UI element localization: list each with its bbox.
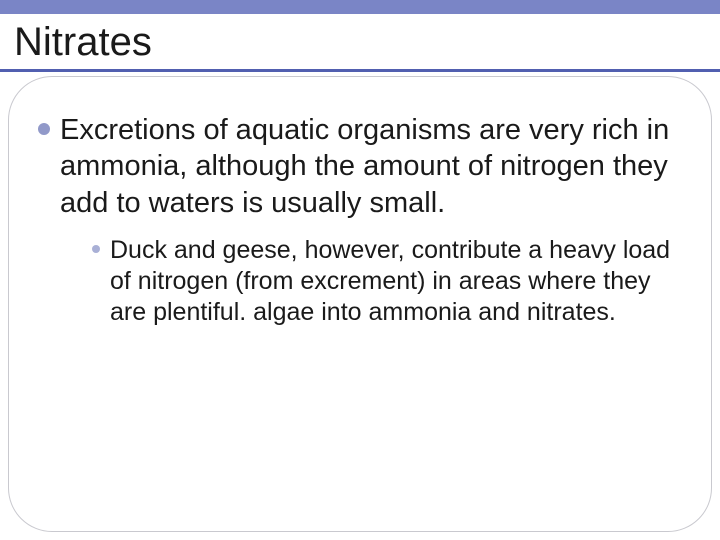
sub-point-text: Duck and geese, however, contribute a he… xyxy=(110,235,692,329)
top-accent-band xyxy=(0,0,720,14)
slide-title: Nitrates xyxy=(14,20,720,64)
slide-content: Excretions of aquatic organisms are very… xyxy=(38,112,692,329)
bullet-icon xyxy=(92,245,100,253)
title-underline xyxy=(0,69,720,72)
main-point-text: Excretions of aquatic organisms are very… xyxy=(60,112,692,221)
sub-bullet-row: Duck and geese, however, contribute a he… xyxy=(92,235,692,329)
bullet-icon xyxy=(38,123,50,135)
title-area: Nitrates xyxy=(0,14,720,70)
main-bullet-row: Excretions of aquatic organisms are very… xyxy=(38,112,692,221)
